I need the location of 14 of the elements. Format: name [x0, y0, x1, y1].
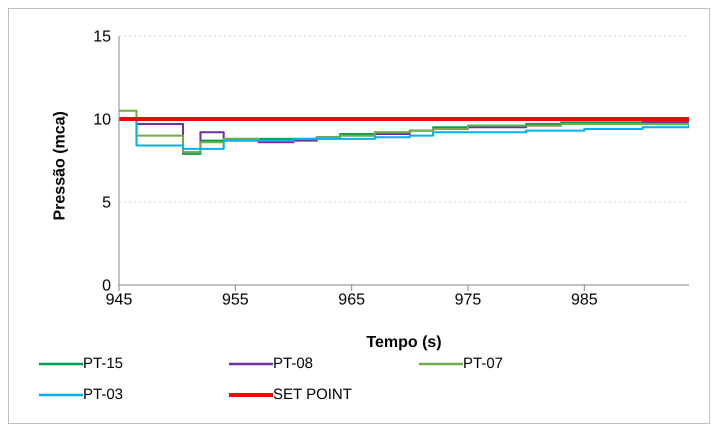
- legend-label: PT-03: [83, 386, 124, 403]
- legend-label: SET POINT: [273, 386, 352, 403]
- x-axis-title: Tempo (s): [366, 334, 442, 351]
- x-tick-label: 975: [454, 291, 482, 308]
- legend-label: PT-07: [463, 355, 504, 372]
- y-tick-label: 5: [102, 194, 112, 212]
- x-tick-label: 965: [338, 291, 366, 308]
- x-tick-label: 985: [570, 291, 598, 308]
- y-axis-title: Pressão (mca): [52, 111, 69, 220]
- y-tick-label: 15: [93, 28, 112, 46]
- legend-label: PT-08: [273, 355, 314, 372]
- legend-label: PT-15: [83, 355, 124, 372]
- x-tick-label: 955: [222, 291, 249, 308]
- y-tick-label: 10: [93, 112, 112, 129]
